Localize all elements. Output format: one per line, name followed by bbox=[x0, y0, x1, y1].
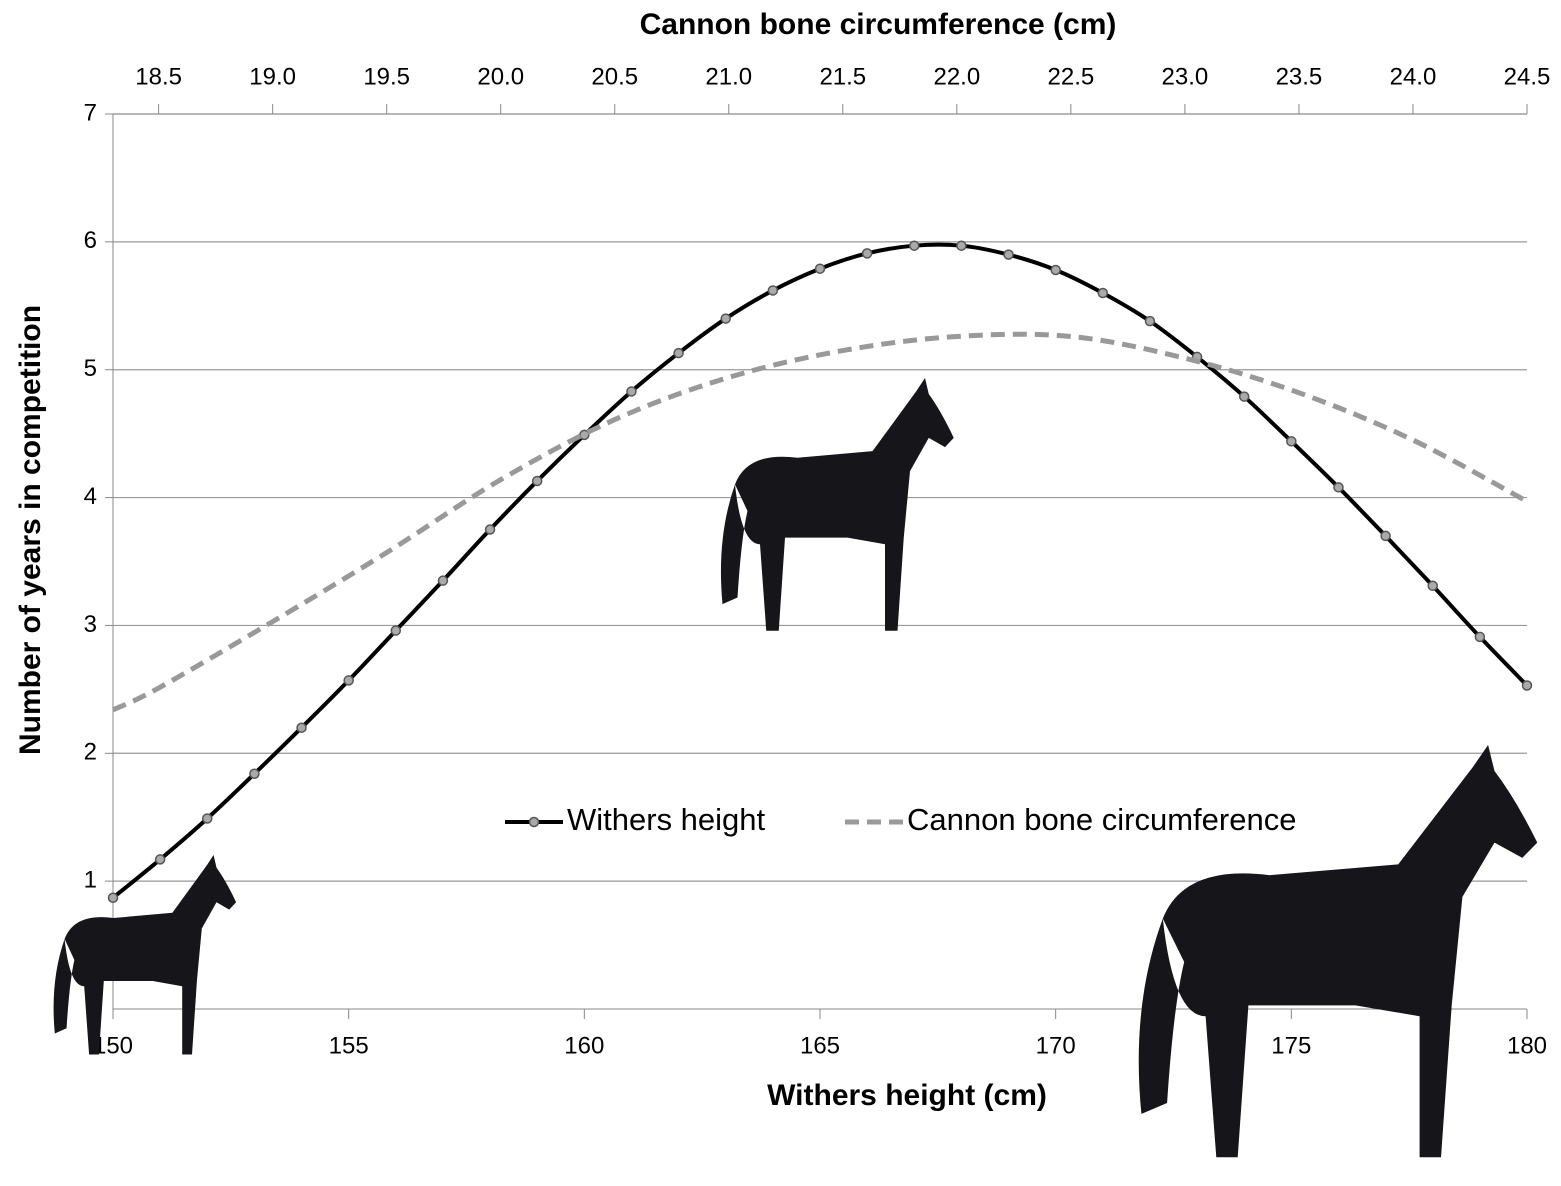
x-tick-label: 155 bbox=[329, 1032, 369, 1059]
x-tick-label: 165 bbox=[800, 1032, 840, 1059]
x2-tick-label: 18.5 bbox=[135, 63, 182, 90]
point-marker bbox=[156, 855, 165, 864]
chart: Cannon bone circumference (cm) Withers h… bbox=[0, 0, 1561, 1186]
y-tick-label: 3 bbox=[84, 611, 97, 638]
horses bbox=[54, 378, 1538, 1157]
point-marker bbox=[1381, 531, 1390, 540]
y-tick-label: 1 bbox=[84, 866, 97, 893]
x-tick-label: 170 bbox=[1036, 1032, 1076, 1059]
x2-tick-label: 23.5 bbox=[1276, 63, 1323, 90]
x2-tick-label: 24.5 bbox=[1504, 63, 1551, 90]
horse-silhouette bbox=[54, 855, 237, 1055]
point-marker bbox=[486, 525, 495, 534]
y-tick-label: 2 bbox=[84, 739, 97, 766]
point-marker bbox=[1145, 317, 1154, 326]
x-tick-label: 180 bbox=[1507, 1032, 1547, 1059]
y-axis-title: Number of years in competition bbox=[14, 305, 47, 755]
point-marker bbox=[1334, 483, 1343, 492]
x-tick-label: 175 bbox=[1271, 1032, 1311, 1059]
point-marker bbox=[1428, 581, 1437, 590]
x2-tick-label: 24.0 bbox=[1390, 63, 1437, 90]
point-marker bbox=[957, 241, 966, 250]
point-marker bbox=[109, 893, 118, 902]
legend: Withers height Cannon bone circumference bbox=[505, 802, 1296, 837]
point-marker bbox=[391, 626, 400, 635]
point-marker bbox=[674, 349, 683, 358]
point-marker bbox=[1523, 681, 1532, 690]
point-marker bbox=[344, 676, 353, 685]
point-marker bbox=[816, 264, 825, 273]
x2-tick-label: 19.0 bbox=[249, 63, 296, 90]
point-marker bbox=[1051, 265, 1060, 274]
x2-tick-label: 21.0 bbox=[705, 63, 752, 90]
point-marker bbox=[1004, 250, 1013, 259]
point-marker bbox=[627, 387, 636, 396]
point-marker bbox=[297, 723, 306, 732]
x2-tick-label: 20.5 bbox=[591, 63, 638, 90]
legend-label: Withers height bbox=[567, 802, 766, 837]
x-axis-title: Withers height (cm) bbox=[767, 1079, 1047, 1112]
x2-tick-label: 22.0 bbox=[933, 63, 980, 90]
point-marker bbox=[863, 249, 872, 258]
legend-label: Cannon bone circumference bbox=[907, 802, 1296, 837]
x2-tick-label: 23.0 bbox=[1162, 63, 1209, 90]
page: Cannon bone circumference (cm) Withers h… bbox=[0, 0, 1561, 1186]
point-marker bbox=[910, 241, 919, 250]
point-marker bbox=[1475, 632, 1484, 641]
point-marker bbox=[768, 286, 777, 295]
y-tick-label: 5 bbox=[84, 355, 97, 382]
y-tick-label: 6 bbox=[84, 227, 97, 254]
y-tick-label: 4 bbox=[84, 483, 97, 510]
y-tick-label: 7 bbox=[84, 99, 97, 126]
x2-tick-label: 22.5 bbox=[1048, 63, 1095, 90]
x2-tick-label: 21.5 bbox=[819, 63, 866, 90]
point-marker bbox=[1287, 437, 1296, 446]
point-marker bbox=[1098, 289, 1107, 298]
horse-silhouette bbox=[721, 378, 954, 631]
point-marker bbox=[438, 576, 447, 585]
point-marker bbox=[1240, 392, 1249, 401]
point-marker bbox=[721, 314, 730, 323]
x2-tick-label: 20.0 bbox=[477, 63, 524, 90]
x2-axis-title: Cannon bone circumference (cm) bbox=[640, 8, 1117, 41]
point-marker bbox=[533, 476, 542, 485]
point-marker bbox=[250, 769, 259, 778]
x-tick-label: 160 bbox=[564, 1032, 604, 1059]
series-line bbox=[113, 245, 1527, 898]
legend-marker bbox=[530, 818, 539, 827]
x2-tick-label: 19.5 bbox=[363, 63, 410, 90]
point-marker bbox=[203, 814, 212, 823]
